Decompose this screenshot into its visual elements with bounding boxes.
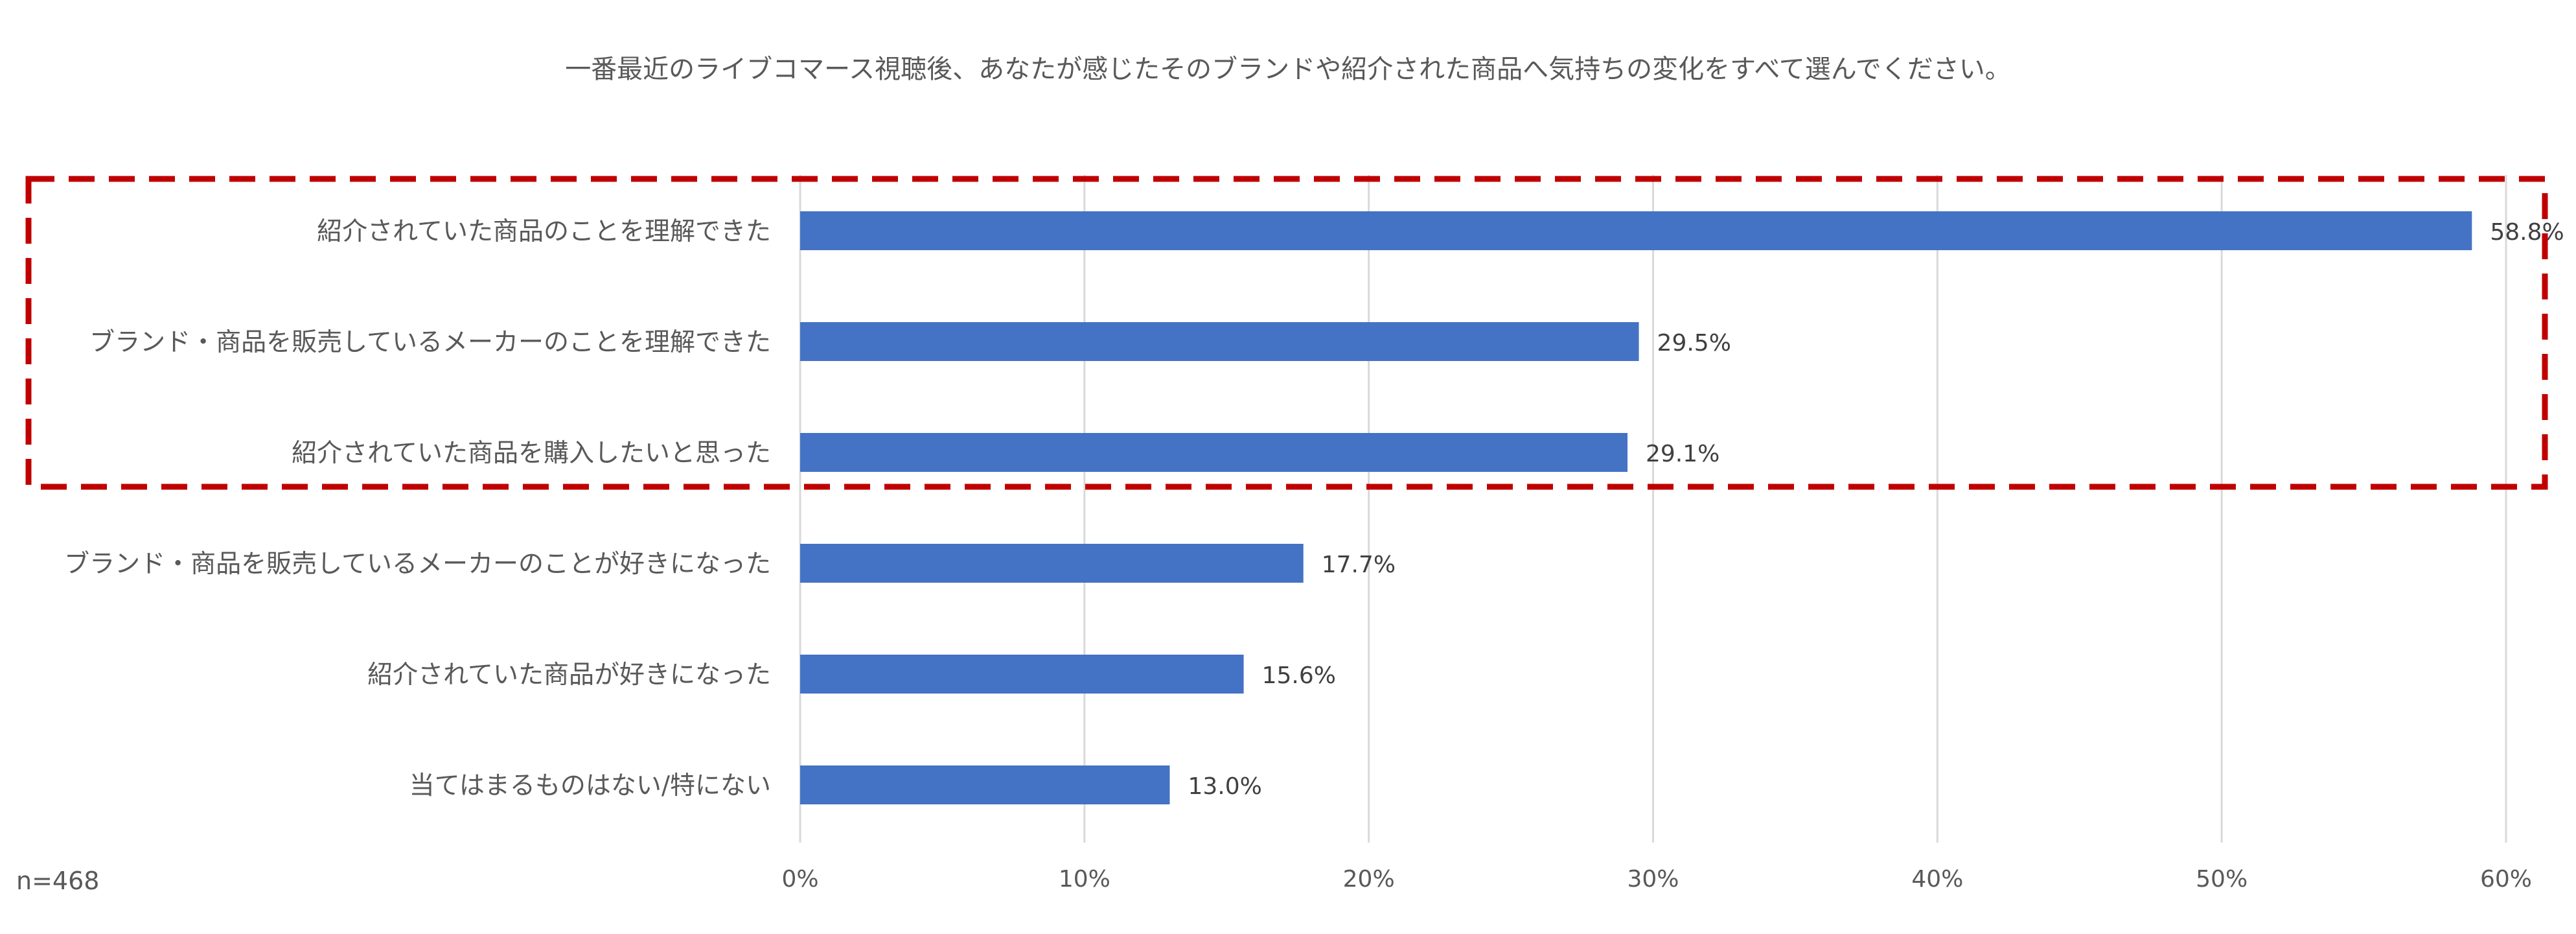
data-label-1: 29.5% xyxy=(1657,330,1731,356)
category-labels: 紹介されていた商品のことを理解できたブランド・商品を販売しているメーカーのことを… xyxy=(64,217,771,800)
data-label-3: 17.7% xyxy=(1322,552,1396,578)
bar-2 xyxy=(800,433,1628,472)
data-label-0: 58.8% xyxy=(2490,219,2564,246)
highlight-box xyxy=(25,176,2548,490)
bars xyxy=(800,211,2472,804)
category-label-0: 紹介されていた商品のことを理解できた xyxy=(317,217,771,246)
x-tick-label-6: 60% xyxy=(2480,866,2532,893)
chart-title: 一番最近のライブコマース視聴後、あなたが感じたそのブランドや紹介された商品へ気持… xyxy=(565,54,2011,84)
x-tick-label-2: 20% xyxy=(1343,866,1395,893)
x-tick-label-5: 50% xyxy=(2196,866,2248,893)
data-label-2: 29.1% xyxy=(1646,441,1719,467)
sample-size-note: n=468 xyxy=(16,867,99,895)
data-labels: 58.8% 29.5% 29.1% 17.7% 15.6% 13.0% xyxy=(1188,219,2564,800)
data-label-5: 13.0% xyxy=(1188,773,1261,800)
bar-5 xyxy=(800,765,1170,804)
bar-3 xyxy=(800,544,1304,583)
grid-lines xyxy=(799,175,2507,843)
category-label-5: 当てはまるものはない/特にない xyxy=(409,771,771,800)
x-tick-label-1: 10% xyxy=(1059,866,1110,893)
category-label-2: 紹介されていた商品を購入したいと思った xyxy=(292,439,771,468)
category-label-3: ブランド・商品を販売しているメーカーのことが好きになった xyxy=(64,550,771,579)
bar-1 xyxy=(800,322,1639,361)
bar-4 xyxy=(800,655,1244,694)
x-tick-label-4: 40% xyxy=(1911,866,1963,893)
x-tick-label-3: 30% xyxy=(1627,866,1679,893)
x-axis-tick-labels: 0% 10% 20% 30% 40% 50% 60% xyxy=(781,866,2532,893)
bar-0 xyxy=(800,211,2472,250)
category-label-1: ブランド・商品を販売しているメーカーのことを理解できた xyxy=(89,328,771,357)
category-label-4: 紹介されていた商品が好きになった xyxy=(367,660,771,690)
x-tick-label-0: 0% xyxy=(781,866,818,893)
data-label-4: 15.6% xyxy=(1262,662,1336,689)
